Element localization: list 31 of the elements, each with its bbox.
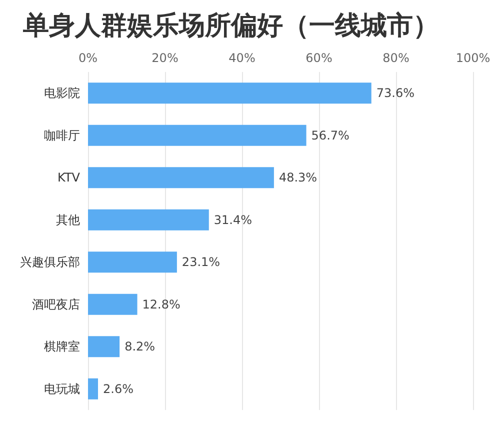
x-tick-label: 80% [382,51,410,65]
bar [88,378,98,400]
data-label: 31.4% [214,212,252,227]
x-tick-label: 60% [306,51,332,65]
data-label: 56.7% [311,128,350,142]
bar [88,209,209,230]
x-tick-label: 0% [78,51,98,65]
bar [88,294,138,315]
bar [88,336,120,358]
chart-title: 单身人群娱乐场所偏好（一线城市） [22,11,439,41]
data-label: 48.3% [278,170,318,185]
x-tick-label: 40% [228,51,256,65]
data-label: 73.6% [376,86,414,100]
bar [88,252,177,273]
y-tick-label: KTV [58,170,81,185]
data-label: 23.1% [182,255,220,270]
x-tick-label: 20% [152,51,178,65]
data-label: 12.8% [142,297,180,312]
y-tick-label: 电影院 [44,86,80,100]
y-tick-label: 棋牌室 [44,340,80,354]
bar [88,167,274,188]
data-label: 8.2% [124,340,156,354]
y-tick-label: 电玩城 [44,382,80,396]
data-label: 2.6% [103,382,134,396]
bar [88,124,306,146]
y-tick-label: 咖啡厅 [44,128,80,142]
y-tick-label: 兴趣俱乐部 [20,255,80,270]
bar [88,82,372,104]
y-tick-label: 其他 [56,212,80,227]
x-tick-label: 100% [456,51,490,65]
y-tick-label: 酒吧夜店 [32,297,80,312]
